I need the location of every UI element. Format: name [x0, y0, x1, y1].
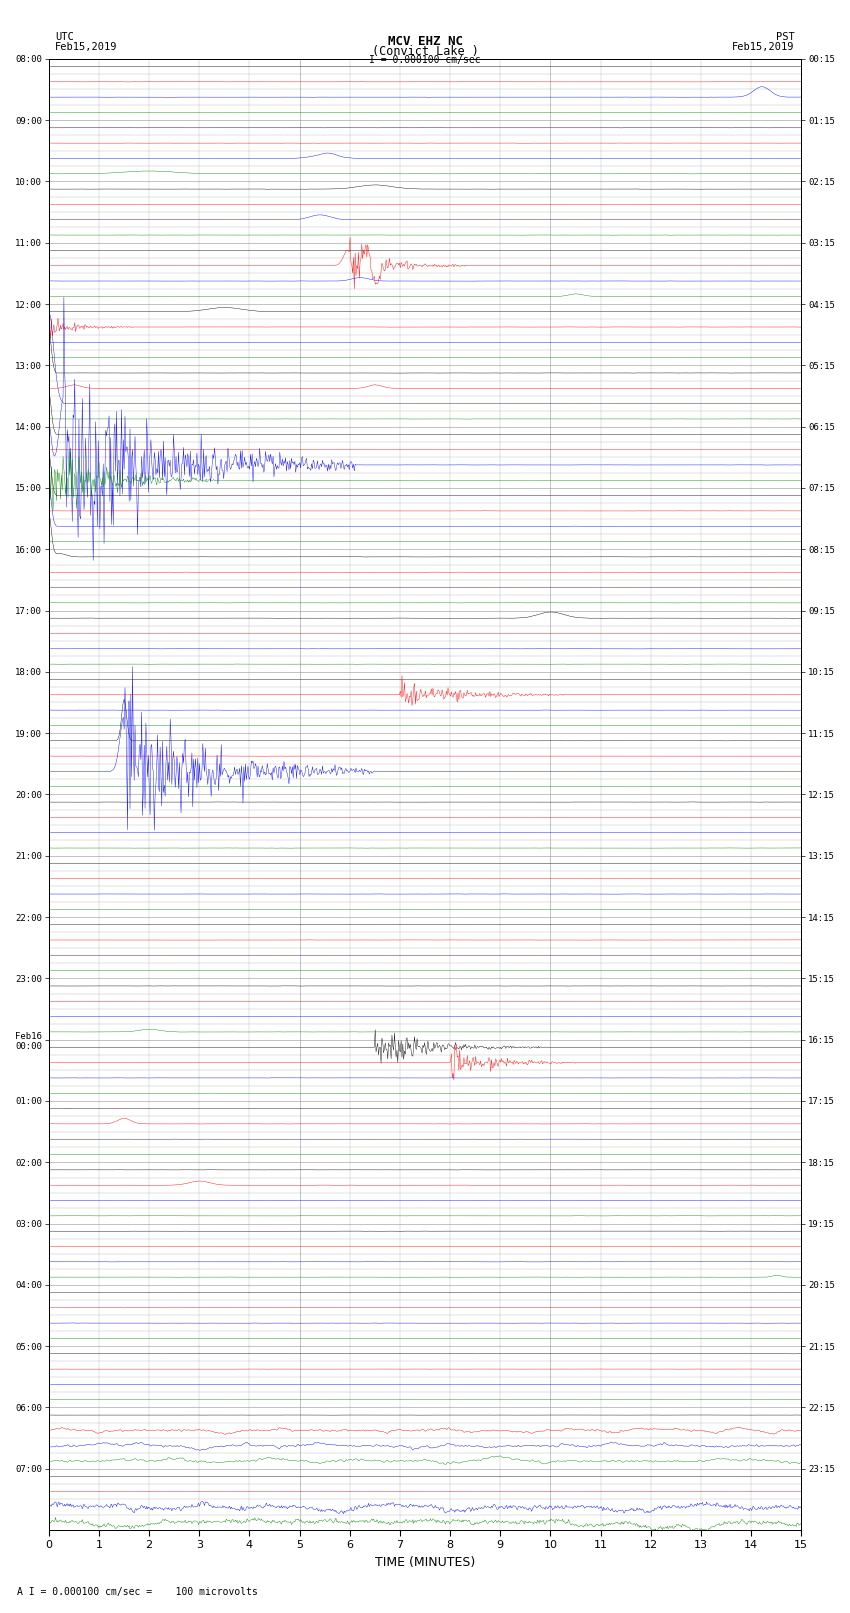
Text: MCV EHZ NC: MCV EHZ NC [388, 35, 462, 48]
Text: Feb15,2019: Feb15,2019 [55, 42, 118, 52]
Text: UTC: UTC [55, 32, 74, 42]
Text: PST: PST [776, 32, 795, 42]
Text: Feb15,2019: Feb15,2019 [732, 42, 795, 52]
Text: I = 0.000100 cm/sec: I = 0.000100 cm/sec [369, 55, 481, 65]
Text: (Convict Lake ): (Convict Lake ) [371, 45, 479, 58]
X-axis label: TIME (MINUTES): TIME (MINUTES) [375, 1557, 475, 1569]
Text: A I = 0.000100 cm/sec =    100 microvolts: A I = 0.000100 cm/sec = 100 microvolts [17, 1587, 258, 1597]
